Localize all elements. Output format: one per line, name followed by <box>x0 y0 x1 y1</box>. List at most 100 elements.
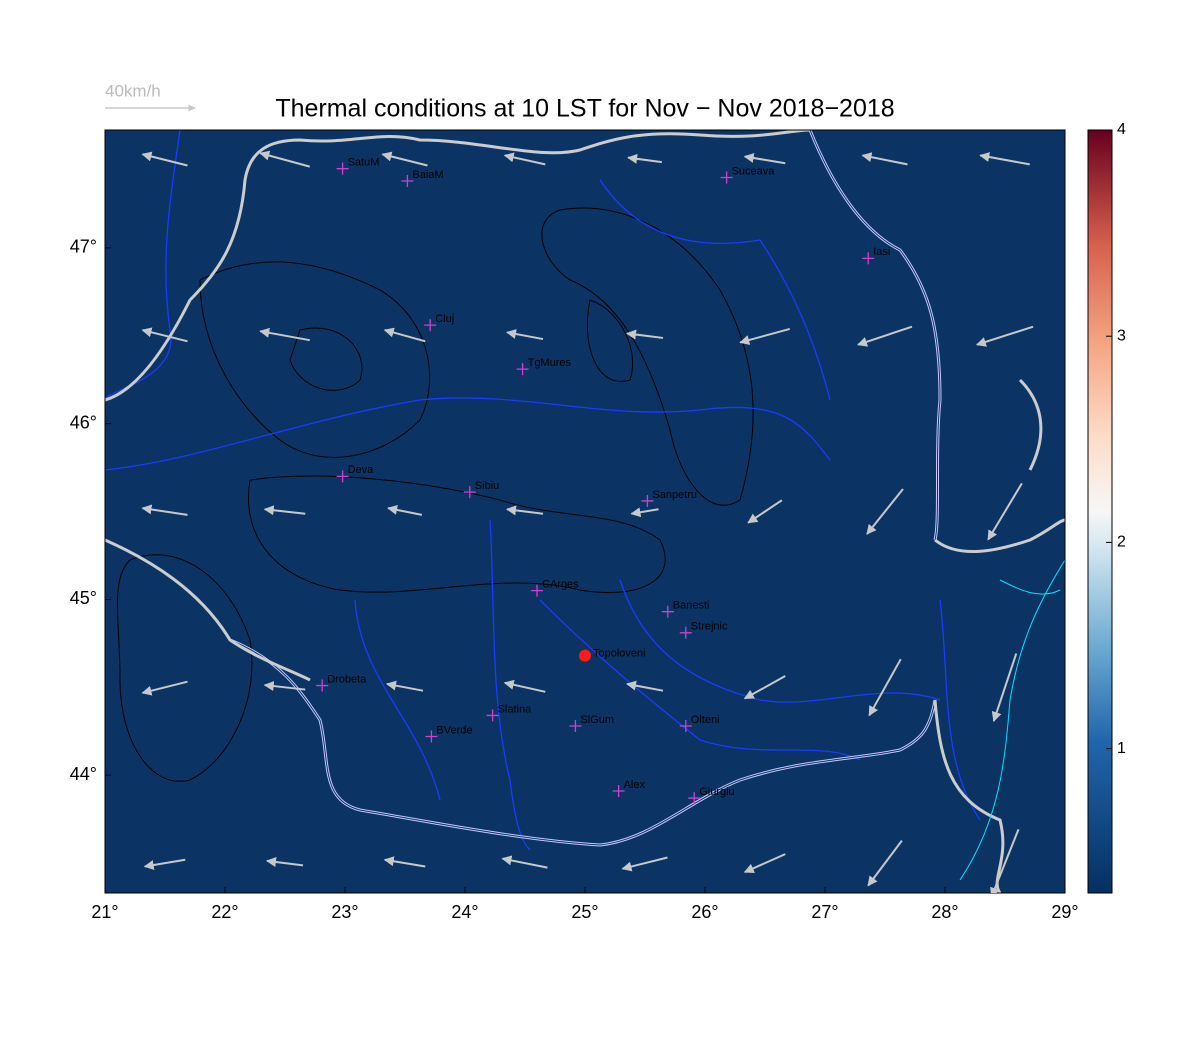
station-marker <box>425 730 438 743</box>
wind-arrow <box>743 675 786 700</box>
wind-arrow <box>857 325 913 347</box>
station-label: Strejnic <box>691 621 728 633</box>
wind-arrow <box>501 855 548 869</box>
highlight-label: Topoloveni <box>593 648 646 660</box>
station-marker <box>316 679 329 692</box>
wind-arrow <box>743 853 786 874</box>
station-marker <box>569 719 582 732</box>
rivers <box>105 130 981 851</box>
title: Thermal conditions at 10 LST for Nov − N… <box>275 95 894 123</box>
wind-arrow <box>266 857 304 867</box>
wind-arrow <box>621 856 668 872</box>
wind-arrow <box>739 327 791 345</box>
y-tick-label: 45° <box>70 588 97 608</box>
station-marker <box>679 719 692 732</box>
x-tick-label: 28° <box>931 902 958 922</box>
station-label: Banesti <box>673 600 710 612</box>
station-marker <box>688 792 701 805</box>
station-label: Deva <box>348 464 375 476</box>
station-marker <box>661 605 674 618</box>
wind-arrow <box>141 680 188 696</box>
wind-arrow <box>263 681 306 692</box>
wind-arrow <box>503 152 546 166</box>
x-tick-label: 24° <box>451 902 478 922</box>
station-label: Sibiu <box>475 480 499 492</box>
station-marker <box>424 319 437 332</box>
borders <box>105 130 1065 893</box>
station-label: SlGum <box>580 714 614 726</box>
y-tick-label: 47° <box>70 237 97 257</box>
scale-arrow-label: 40km/h <box>105 81 161 100</box>
wind-arrow <box>259 327 310 342</box>
highlight-marker <box>579 649 591 662</box>
station-label: SatuM <box>348 157 380 169</box>
wind-arrow <box>383 327 426 343</box>
wind-arrow <box>141 151 188 167</box>
station-label: BVerde <box>436 724 472 736</box>
wind-arrow <box>143 858 186 870</box>
wind-arrow <box>627 153 663 164</box>
wind-arrow <box>867 840 903 887</box>
colorbar <box>1087 129 1113 894</box>
station-marker <box>862 252 875 265</box>
station-marker <box>612 785 625 798</box>
station-label: TgMures <box>528 357 572 369</box>
map-features <box>105 130 1065 893</box>
station-marker <box>336 162 349 175</box>
station-label: Cluj <box>435 313 454 325</box>
y-tick-label: 44° <box>70 764 97 784</box>
wind-arrow <box>630 507 659 518</box>
station-marker <box>463 486 476 499</box>
wind-arrow <box>747 499 783 524</box>
station-label: Olteni <box>691 714 720 726</box>
colorbar-tick-label: 2 <box>1117 534 1126 551</box>
wind-arrow <box>503 679 546 693</box>
y-tick-label: 46° <box>70 412 97 432</box>
x-tick-label: 27° <box>811 902 838 922</box>
station-label: Giurgiu <box>699 786 734 798</box>
wind-arrow <box>979 152 1030 166</box>
x-tick-label: 21° <box>91 902 118 922</box>
wind-arrow <box>387 504 423 516</box>
wind-arrow <box>991 653 1018 723</box>
wind-field <box>141 150 1034 893</box>
station-marker <box>720 171 733 184</box>
wind-arrow <box>743 153 786 165</box>
x-tick-label: 26° <box>691 902 718 922</box>
wind-arrow <box>506 505 544 516</box>
wind-arrow <box>506 329 544 341</box>
x-tick-label: 22° <box>211 902 238 922</box>
station-label: BaiaM <box>412 169 443 181</box>
station-marker <box>679 626 692 639</box>
x-tick-label: 29° <box>1051 902 1078 922</box>
station-label: Sanpetru <box>652 489 697 501</box>
station-label: Iasi <box>873 246 890 258</box>
danube-inner <box>229 130 941 846</box>
wind-arrow <box>975 325 1034 347</box>
colorbar-tick-label: 3 <box>1117 327 1126 344</box>
wind-arrow <box>263 505 306 516</box>
station-marker <box>486 709 499 722</box>
wind-arrow <box>990 828 1020 893</box>
station-marker <box>641 494 654 507</box>
wind-arrow <box>259 150 311 168</box>
station-label: Suceava <box>732 165 776 177</box>
wind-arrow <box>386 680 424 692</box>
wind-arrow <box>626 680 664 692</box>
x-tick-label: 25° <box>571 902 598 922</box>
wind-arrow <box>383 856 426 868</box>
wind-arrow <box>861 152 908 166</box>
station-marker <box>401 174 414 187</box>
colorbar-tick-label: 4 <box>1117 121 1126 138</box>
station-marker <box>531 584 543 597</box>
wind-arrow <box>866 488 904 535</box>
contours <box>117 207 754 782</box>
coast <box>959 559 1065 881</box>
station-marker <box>336 470 349 483</box>
wind-arrow <box>987 482 1023 541</box>
station-marker <box>516 363 529 376</box>
x-tick-label: 23° <box>331 902 358 922</box>
wind-arrow <box>868 658 902 717</box>
wind-arrow <box>141 504 188 516</box>
